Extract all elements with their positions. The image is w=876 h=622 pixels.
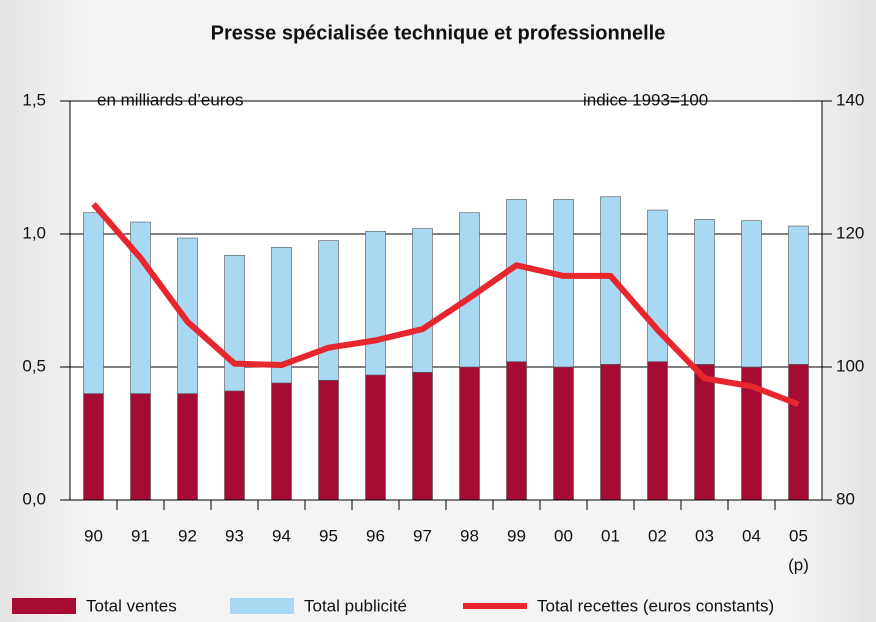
bar: [553, 366, 574, 501]
legend-swatch: [230, 598, 294, 614]
plot-frame: [69, 100, 823, 501]
bar: [694, 364, 715, 501]
bar: [224, 254, 245, 392]
x-tick-label: 99: [507, 526, 526, 545]
x-tick-label: 96: [366, 526, 385, 545]
bar: [177, 237, 198, 394]
x-tick-label: 00: [554, 526, 573, 545]
bar: [694, 219, 715, 365]
x-tick-label: 92: [178, 526, 197, 545]
bar: [506, 361, 527, 501]
bar: [318, 240, 339, 381]
bar: [365, 374, 386, 501]
y-tick-label: 1,5: [22, 90, 46, 109]
bar: [130, 393, 151, 501]
category-note: (p): [788, 555, 809, 574]
bar: [788, 364, 809, 501]
line: [91, 202, 800, 408]
y2-tick-label: 140: [836, 90, 864, 109]
y-tick-label: 0,5: [22, 356, 46, 375]
x-tick-label: 93: [225, 526, 244, 545]
y-axis-label: en milliards d’euros: [97, 90, 243, 109]
legend-label: Total publicité: [304, 596, 407, 615]
x-tick-label: 01: [601, 526, 620, 545]
bar: [459, 366, 480, 501]
x-tick-label: 04: [742, 526, 761, 545]
bar: [271, 382, 292, 501]
bar: [412, 228, 433, 373]
x-tick-label: 95: [319, 526, 338, 545]
bar: [177, 393, 198, 501]
x-tick-label: 91: [131, 526, 150, 545]
bar: [553, 199, 574, 368]
bar: [600, 196, 621, 365]
bar: [741, 220, 762, 368]
bar: [83, 212, 104, 394]
bar: [318, 379, 339, 501]
x-tick-label: 94: [272, 526, 291, 545]
x-tick-label: 90: [84, 526, 103, 545]
bar: [412, 372, 433, 501]
x-tick-label: 05: [789, 526, 808, 545]
x-tick-label: 97: [413, 526, 432, 545]
bar: [83, 393, 104, 501]
y2-tick-label: 80: [836, 489, 855, 508]
bar: [271, 247, 292, 384]
y-tick-label: 0,0: [22, 489, 46, 508]
x-tick-label: 02: [648, 526, 667, 545]
bar: [365, 231, 386, 376]
legend-swatch: [12, 598, 76, 614]
x-tick-label: 98: [460, 526, 479, 545]
bar: [600, 364, 621, 501]
y2-axis-label: indice 1993=100: [583, 90, 708, 109]
bar: [506, 199, 527, 362]
bar: [647, 361, 668, 501]
chart-title: Presse spécialisée technique et professi…: [211, 22, 666, 44]
y2-tick-label: 100: [836, 356, 864, 375]
bar: [788, 225, 809, 365]
x-tick-label: 03: [695, 526, 714, 545]
legend-label: Total ventes: [86, 596, 177, 615]
bar: [224, 390, 245, 501]
legend-label: Total recettes (euros constants): [537, 596, 774, 615]
y-tick-label: 1,0: [22, 223, 46, 242]
y2-tick-label: 120: [836, 223, 864, 242]
